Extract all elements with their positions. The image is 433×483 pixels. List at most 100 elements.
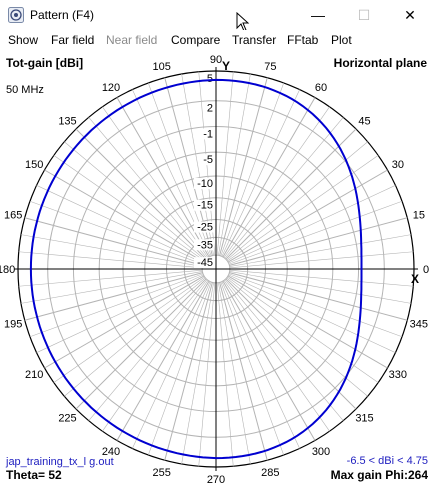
grid-spoke — [147, 281, 212, 456]
grid-spoke — [18, 251, 203, 269]
grid-spoke — [64, 277, 206, 397]
menu-far-field[interactable]: Far field — [51, 33, 95, 47]
grid-spoke — [24, 272, 203, 321]
grid-spoke — [64, 141, 206, 261]
plot-quantity-label: Tot-gain [dBi] — [6, 56, 84, 70]
grid-spoke — [75, 278, 207, 410]
grid-spoke — [29, 200, 204, 265]
grid-spoke — [227, 169, 388, 263]
grid-spoke — [229, 234, 412, 267]
menu-transfer[interactable]: Transfer — [232, 33, 277, 47]
ring-label: -15 — [197, 200, 213, 212]
grid-spoke — [75, 128, 207, 260]
grid-spoke — [53, 155, 205, 262]
ring-label-bg — [194, 199, 214, 211]
max-gain-label: Max gain Phi:264 — [330, 468, 428, 482]
angle-label: 15 — [413, 210, 425, 222]
window-title: Pattern (F4) — [30, 8, 95, 22]
angle-label: 210 — [25, 369, 43, 381]
ring-label-bg — [200, 128, 214, 140]
grid-spoke — [20, 271, 203, 304]
grid-spoke — [229, 271, 412, 304]
title-bar: Pattern (F4) — ☐ ✕ — [0, 0, 433, 32]
grid-spoke — [116, 280, 210, 441]
grid-spoke — [216, 71, 234, 256]
grid-spoke — [220, 281, 285, 456]
gain-range-label: -6.5 < dBi < 4.75 — [346, 455, 428, 467]
grid-spoke — [226, 141, 368, 261]
grid-spoke — [222, 280, 316, 441]
angle-label: 150 — [25, 159, 43, 171]
ring-label: -25 — [197, 222, 213, 234]
angle-label: 0 — [423, 264, 429, 276]
menu-bar: Show Far field Near field Compare Transf… — [0, 30, 433, 52]
close-button[interactable]: ✕ — [404, 7, 416, 23]
grid-spoke — [224, 279, 344, 421]
theta-label: Theta= 52 — [6, 468, 62, 482]
angle-label: 165 — [4, 210, 22, 222]
ring-label-bg — [194, 257, 214, 269]
ring-label-bg — [194, 239, 214, 251]
menu-show[interactable]: Show — [8, 33, 39, 47]
minimize-button[interactable]: — — [311, 7, 325, 23]
angle-label: 270 — [207, 474, 225, 483]
angle-label: 180 — [0, 264, 15, 276]
angle-label: 45 — [358, 116, 370, 128]
grid-spoke — [227, 155, 379, 262]
ring-label: -1 — [203, 128, 213, 140]
menu-near-field[interactable]: Near field — [106, 33, 158, 47]
grid-spoke — [228, 274, 396, 353]
ring-label: -35 — [197, 239, 213, 251]
ring-label-bg — [194, 177, 214, 189]
polar-plot-area[interactable]: 0153045607590105120135150165180195210225… — [0, 52, 433, 483]
grid-spoke — [164, 282, 213, 461]
x-axis-marker: X — [411, 272, 420, 286]
grid-spoke — [24, 217, 203, 266]
grid-spoke — [222, 97, 316, 258]
ring-label-bg — [206, 102, 214, 114]
grid-spoke — [227, 276, 379, 383]
radiation-pattern-trace — [29, 78, 363, 460]
grid-spoke — [181, 282, 214, 465]
ring-label-bg — [194, 221, 214, 233]
angle-label: 225 — [58, 412, 76, 424]
grid-spoke — [20, 234, 203, 267]
frequency-label: 50 MHz — [6, 84, 44, 96]
plot-plane-label: Horizontal plane — [333, 56, 427, 70]
angle-label: 195 — [4, 318, 22, 330]
angle-label: 330 — [389, 369, 407, 381]
ring-label-bg — [200, 154, 214, 166]
grid-spoke — [219, 282, 268, 461]
angle-label: 60 — [315, 82, 327, 94]
menu-fftab[interactable]: FFtab — [287, 33, 319, 47]
grid-spoke — [228, 273, 403, 338]
maximize-button[interactable]: ☐ — [357, 7, 371, 23]
grid-spoke — [221, 89, 300, 257]
grid-spoke — [88, 117, 208, 259]
grid-spoke — [229, 251, 414, 269]
ring-label: -45 — [197, 257, 213, 269]
grid-spoke — [227, 275, 388, 369]
grid-spoke — [229, 217, 408, 266]
angle-label: 75 — [264, 61, 276, 73]
menu-compare[interactable]: Compare — [171, 33, 221, 47]
ring-label: 2 — [207, 103, 213, 115]
angle-label: 255 — [152, 467, 170, 479]
polar-plot[interactable]: 0153045607590105120135150165180195210225… — [0, 52, 433, 483]
grid-spoke — [229, 269, 414, 287]
file-name-label: jap_training_tx_l g.out — [6, 456, 114, 468]
grid-spoke — [132, 281, 211, 449]
grid-spoke — [226, 277, 368, 397]
grid-spoke — [44, 275, 205, 369]
grid-spoke — [198, 282, 216, 467]
grid-spoke — [36, 185, 204, 264]
angle-label: 105 — [152, 61, 170, 73]
grid-spoke — [218, 282, 251, 465]
angle-label: 90 — [210, 54, 222, 66]
grid-spoke — [36, 274, 204, 353]
grid-spoke — [229, 272, 408, 321]
angle-label: 135 — [58, 116, 76, 128]
grid-spoke — [221, 281, 300, 449]
grid-spoke — [53, 276, 205, 383]
menu-plot[interactable]: Plot — [331, 33, 352, 47]
